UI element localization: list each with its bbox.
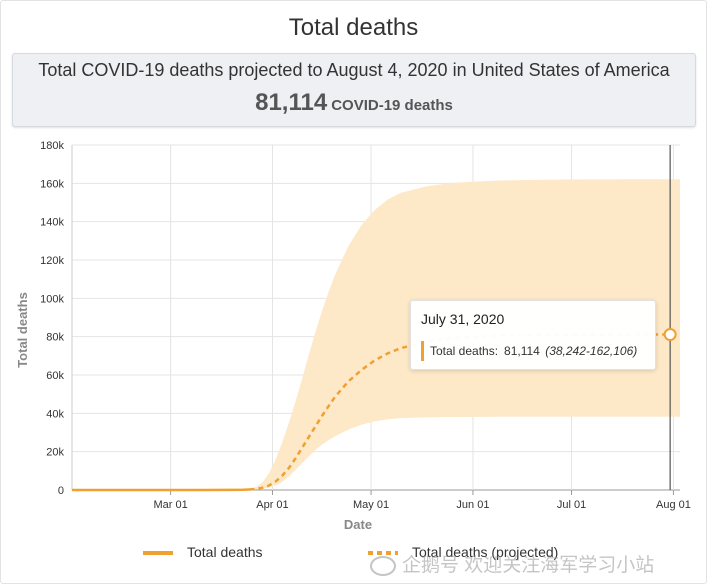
y-tick-label: 160k [40, 178, 64, 190]
x-tick-label: Apr 01 [256, 499, 288, 511]
legend-label-total-deaths: Total deaths [187, 544, 263, 560]
y-tick-label: 40k [46, 408, 64, 420]
summary-box: Total COVID-19 deaths projected to Augus… [12, 53, 696, 127]
legend-swatch-dashed [368, 551, 398, 555]
watermark-text: 企鹅号 欢迎关注海军学习小站 [402, 555, 655, 576]
x-tick-label: Aug 01 [656, 499, 691, 511]
x-tick-label: Jun 01 [456, 499, 489, 511]
x-tick-label: May 01 [353, 499, 389, 511]
y-tick-label: 100k [40, 293, 64, 305]
tooltip-range: (38,242-162,106) [545, 344, 638, 358]
summary-total-value: 81,114 [255, 89, 328, 116]
chart-title: Total deaths [288, 14, 419, 41]
axes: 0 20k 40k 60k 80k 100k 120k 140k 160k 180k Mar 01 A… [40, 140, 691, 511]
x-tick-label: Mar 01 [153, 499, 187, 511]
y-tick-label: 140k [40, 217, 64, 229]
tooltip-series-label: Total deaths: [430, 344, 499, 358]
hover-tooltip: July 31, 2020 Total deaths: 81,114 (38,24… [410, 300, 656, 370]
penguin-logo-icon [370, 555, 396, 576]
hover-point [663, 328, 677, 342]
tooltip-value: 81,114 [504, 344, 540, 358]
x-tick-label: Jul 01 [557, 499, 586, 511]
hover-marker-group [663, 145, 677, 490]
y-tick-label: 0 [58, 485, 64, 497]
y-axis-label: Total deaths [15, 292, 30, 368]
legend-swatch-solid [143, 551, 173, 555]
x-axis-label: Date [344, 517, 372, 532]
y-tick-label: 180k [40, 140, 64, 152]
tooltip-date: July 31, 2020 [421, 311, 505, 327]
y-tick-label: 80k [46, 332, 64, 344]
series-line-total-deaths [72, 488, 250, 492]
y-tick-label: 60k [46, 370, 64, 382]
summary-total: 81,114 COVID-19 deaths [13, 89, 695, 117]
legend-label-projected: Total deaths (projected) [412, 544, 559, 560]
tooltip-row: Total deaths: 81,114 (38,242-162,106) [421, 341, 637, 361]
y-tick-label: 20k [46, 447, 64, 459]
y-tick-label: 120k [40, 255, 64, 267]
summary-text: Total COVID-19 deaths projected to Augus… [38, 60, 670, 80]
watermark: 企鹅号 欢迎关注海军学习小站 [370, 550, 654, 577]
summary-total-unit: COVID-19 deaths [331, 97, 453, 114]
